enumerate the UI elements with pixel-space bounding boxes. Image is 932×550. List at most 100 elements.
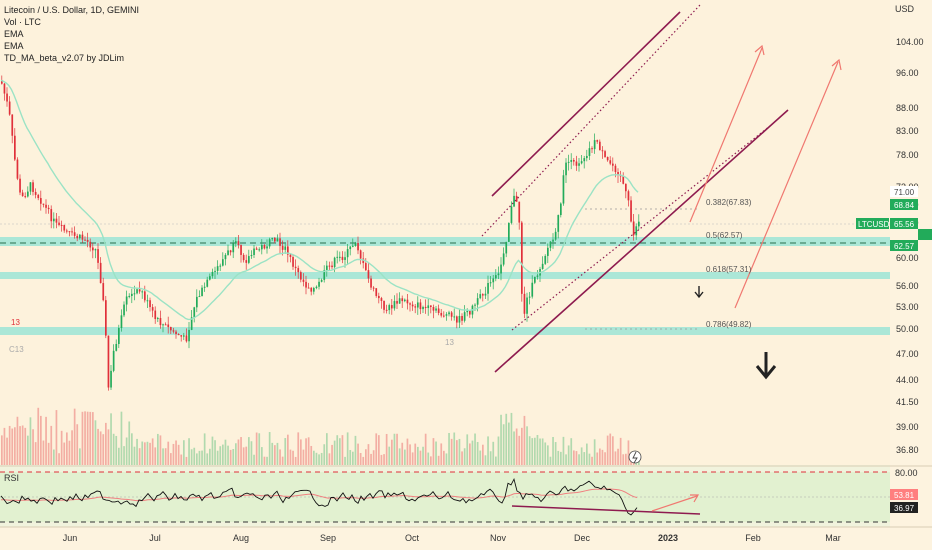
volume-bar	[372, 450, 375, 465]
volume-bar	[599, 448, 601, 465]
volume-bar	[463, 448, 466, 465]
candle-body	[518, 201, 521, 223]
candle-body	[544, 255, 547, 264]
candle-body	[349, 246, 352, 250]
channel-lower-dotted[interactable]	[511, 125, 771, 331]
candle-body	[635, 226, 638, 236]
volume-bar	[320, 452, 323, 465]
candle-body	[66, 230, 68, 232]
candle-body	[11, 114, 14, 136]
volume-bar	[53, 449, 55, 465]
projection-arrows[interactable]	[689, 44, 842, 309]
volume-bar	[250, 441, 253, 465]
candle-body	[336, 256, 339, 258]
rsi-arrow[interactable]	[651, 494, 700, 512]
candle-body	[21, 192, 24, 197]
candle-body	[71, 231, 73, 233]
volume-bar	[211, 436, 214, 465]
volume-bar	[86, 411, 89, 465]
candle-body	[55, 218, 58, 223]
candle-body	[411, 304, 414, 307]
symbol-tag[interactable]: LTCUSD	[856, 218, 890, 229]
candle-body	[310, 287, 313, 292]
candle-body	[367, 270, 370, 279]
candle-body	[443, 315, 445, 317]
volume-bar	[625, 453, 627, 465]
price-tick-label: 78.00	[896, 150, 919, 160]
rsi-divergence-line[interactable]	[511, 505, 701, 515]
volume-bar	[229, 449, 232, 465]
price-tick-label: 96.00	[896, 68, 919, 78]
candle-body	[188, 329, 190, 342]
volume-bar	[492, 441, 495, 465]
support-zone-middle	[0, 272, 890, 279]
volume-bar	[562, 436, 565, 465]
td-marker-13: 13	[11, 318, 20, 327]
candle-body	[271, 237, 274, 240]
candle-body	[268, 239, 271, 247]
volume-bar	[580, 447, 583, 465]
time-tick-label: Nov	[490, 533, 507, 543]
candle-body	[422, 306, 424, 310]
volume-bar	[469, 443, 471, 465]
candle-body	[354, 242, 357, 246]
volume-bar	[505, 413, 508, 465]
volume-bar	[32, 429, 34, 465]
candle-body	[326, 265, 328, 270]
candle-body	[536, 275, 539, 277]
lightning-icon[interactable]	[628, 450, 642, 464]
candle-body	[214, 270, 216, 272]
volume-bar	[276, 442, 279, 465]
channel-upper-dotted[interactable]	[481, 4, 701, 237]
legend-ema-2[interactable]: EMA	[4, 41, 24, 51]
volume-bar	[440, 443, 443, 465]
volume-bar	[268, 432, 271, 465]
volume-bar	[393, 433, 396, 465]
symbol-title[interactable]: Litecoin / U.S. Dollar, 1D, GEMINI	[4, 5, 140, 15]
candle-body	[123, 304, 125, 316]
price-tick-label: 41.50	[896, 397, 919, 407]
candle-body	[86, 239, 89, 242]
candle-body	[554, 231, 557, 240]
time-tick-label: Dec	[574, 533, 591, 543]
volume-bar	[138, 448, 141, 465]
channel-upper-line[interactable]	[491, 11, 681, 197]
candle-body	[45, 204, 47, 208]
rsi-label: RSI	[4, 473, 19, 483]
volume-bar	[45, 416, 47, 465]
volume-bar	[19, 426, 21, 465]
candle-body	[549, 241, 552, 248]
volume-bar	[196, 453, 198, 465]
volume-bar	[443, 450, 445, 465]
candle-body	[601, 150, 604, 152]
candle-body	[463, 312, 466, 321]
legend-indicator[interactable]: TD_MA_beta_v2.07 by JDLim	[4, 53, 125, 63]
volume-bar	[66, 432, 68, 465]
legend-vol[interactable]: Vol · LTC	[4, 17, 41, 27]
candle-body	[391, 305, 393, 309]
volume-bar	[432, 438, 435, 465]
price-axis[interactable]	[890, 0, 932, 550]
price-tick-label: 47.00	[896, 349, 919, 359]
candle-body	[383, 300, 385, 310]
volume-bar	[89, 411, 92, 465]
candle-body	[1, 80, 3, 84]
volume-bar	[242, 447, 245, 465]
volume-bar	[40, 415, 42, 465]
candle-body	[154, 310, 157, 320]
volume-bar	[180, 454, 183, 465]
channel-lower-line[interactable]	[494, 109, 789, 373]
volume-bar	[71, 430, 73, 465]
volume-bar	[21, 425, 24, 465]
candle-body	[201, 287, 203, 297]
volume-bar	[253, 454, 255, 465]
candle-body	[580, 161, 583, 164]
volume-bar	[354, 435, 357, 465]
candle-body	[222, 259, 224, 266]
legend-ema-1[interactable]: EMA	[4, 29, 24, 39]
volume-bar	[125, 437, 128, 465]
volume-bar	[448, 432, 450, 465]
volume-bar	[310, 445, 313, 465]
candle-body	[149, 300, 151, 308]
